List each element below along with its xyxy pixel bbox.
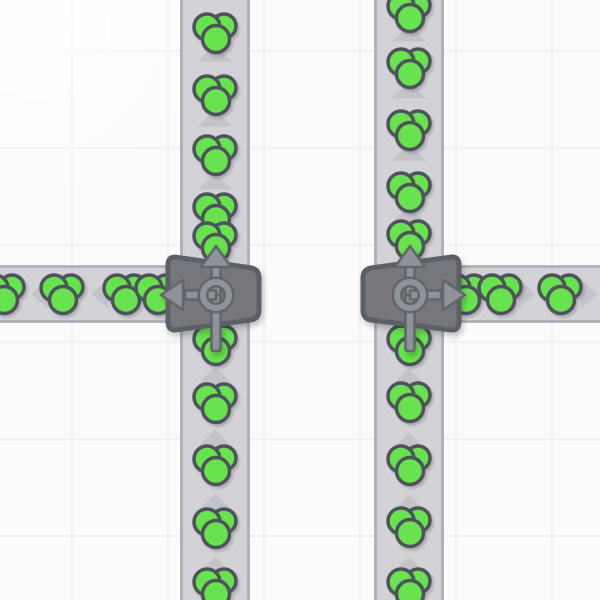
resource-orb <box>394 455 426 487</box>
resource-orb <box>485 284 517 316</box>
belt-arrow-right-icon <box>518 279 536 309</box>
resource-orb <box>394 58 426 90</box>
resource-orb <box>47 284 79 316</box>
resource-item <box>192 507 238 550</box>
resource-item <box>477 273 523 316</box>
resource-item <box>386 109 432 152</box>
resource-orb <box>200 85 232 117</box>
belt-arrow-up-icon <box>198 493 232 511</box>
resource-item <box>192 567 238 600</box>
resource-item <box>386 506 432 549</box>
belt-arrow-up-icon <box>198 429 232 447</box>
belt-arrow-up-icon <box>392 368 426 386</box>
resource-orb <box>200 23 232 55</box>
resource-item <box>537 273 583 316</box>
resource-orb <box>394 182 426 214</box>
resource-orb <box>394 578 426 600</box>
resource-orb <box>200 578 232 600</box>
resource-item <box>192 134 238 177</box>
resource-orb <box>200 518 232 550</box>
rotation-ring <box>200 279 232 311</box>
resource-item <box>192 444 238 487</box>
resource-orb <box>200 455 232 487</box>
resource-item <box>386 0 432 34</box>
resource-item <box>386 171 432 214</box>
resource-item <box>386 381 432 424</box>
resource-orb <box>200 393 232 425</box>
belt-arrow-up-icon <box>198 109 232 127</box>
resource-item <box>192 12 238 55</box>
resource-orb <box>200 145 232 177</box>
resource-item <box>386 47 432 90</box>
belt-arrow-up-icon <box>392 143 426 161</box>
output-arrow-right-icon <box>441 278 467 312</box>
resource-orb <box>545 284 577 316</box>
belt-arrow-up-icon <box>198 172 232 190</box>
splitter-machine-left[interactable] <box>159 244 262 353</box>
resource-orb <box>394 120 426 152</box>
resource-item <box>192 382 238 425</box>
resource-orb <box>394 517 426 549</box>
resource-orb <box>394 392 426 424</box>
belt-arrow-up-icon <box>392 205 426 223</box>
resource-item <box>39 273 85 316</box>
belt-arrow-up-icon <box>392 81 426 99</box>
resource-orb <box>110 284 142 316</box>
resource-orb <box>394 2 426 34</box>
belt-arrow-right-icon <box>580 279 598 309</box>
output-arrow-up-icon <box>393 244 427 269</box>
resource-item <box>386 444 432 487</box>
belt-arrow-up-icon <box>198 366 232 384</box>
resource-item <box>192 74 238 117</box>
resource-item <box>0 273 26 316</box>
splitter-machine-right[interactable] <box>360 244 467 353</box>
output-arrow-up-icon <box>199 244 233 269</box>
resource-orb <box>0 284 20 316</box>
resource-item <box>386 567 432 600</box>
rotation-ring <box>394 279 426 311</box>
output-arrow-left-icon <box>159 278 185 312</box>
